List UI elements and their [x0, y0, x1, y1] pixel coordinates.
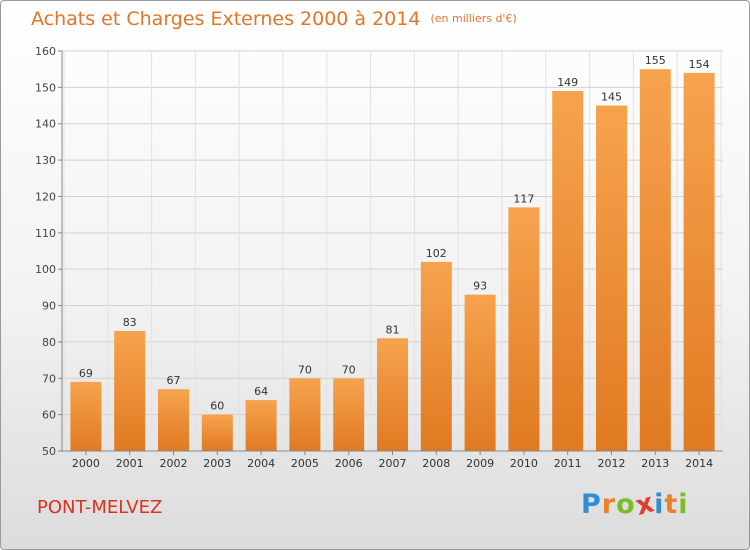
value-label-2012: 145	[601, 91, 622, 104]
y-tick-label: 70	[42, 372, 56, 385]
bar-2002	[158, 389, 189, 451]
logo-letter: o	[616, 489, 636, 520]
axes: 50 60 70 80 90 100 110 120 130 140 150 160 2000 2001 2…	[35, 45, 723, 470]
value-label-2002: 67	[167, 374, 181, 387]
bar-2012	[596, 105, 627, 451]
y-tick-label: 140	[35, 118, 56, 131]
value-label-2009: 93	[473, 280, 487, 293]
logo-letter: i	[654, 489, 665, 520]
y-tick-label: 60	[42, 409, 56, 422]
y-tick-label: 130	[35, 154, 56, 167]
y-tick-label: 80	[42, 336, 56, 349]
logo-letter: P	[581, 489, 602, 520]
value-label-2013: 155	[645, 54, 666, 67]
bar-2005	[289, 378, 321, 451]
x-tick-label-2010: 2010	[510, 457, 538, 470]
value-label-2003: 60	[210, 400, 224, 413]
x-tick-label-2009: 2009	[466, 457, 494, 470]
y-tick-label: 90	[42, 300, 56, 313]
bar-2006	[333, 378, 365, 451]
value-label-2004: 64	[254, 385, 268, 398]
bar-2014	[683, 72, 715, 452]
value-label-2000: 69	[79, 367, 93, 380]
x-tick-label-2008: 2008	[422, 457, 450, 470]
x-tick-label-2007: 2007	[379, 457, 407, 470]
bar-2011	[552, 91, 584, 451]
x-tick-label-2006: 2006	[335, 457, 363, 470]
bar-2000	[70, 381, 102, 451]
y-tick-label: 150	[35, 81, 56, 94]
y-tick-label: 160	[35, 45, 56, 58]
x-tick-label-2014: 2014	[685, 457, 713, 470]
x-tick-label-2003: 2003	[203, 457, 231, 470]
x-tick-label-2011: 2011	[554, 457, 582, 470]
chart-title: Achats et Charges Externes 2000 à 2014 (e…	[31, 8, 517, 30]
bar-2010	[508, 207, 540, 451]
bar-2008	[420, 261, 452, 451]
x-tick-label-2012: 2012	[598, 457, 626, 470]
value-label-2010: 117	[513, 192, 534, 205]
chart-unit: (en milliers d'€)	[430, 12, 517, 25]
logo-letter: t	[664, 489, 679, 520]
bars	[70, 69, 715, 452]
commune-name: PONT-MELVEZ	[37, 497, 163, 518]
y-tick-label: 100	[35, 263, 56, 276]
y-tick-label: 120	[35, 190, 56, 203]
value-label-2008: 102	[426, 247, 447, 260]
y-tick-label: 50	[42, 445, 56, 458]
bar-2001	[114, 331, 146, 451]
value-label-2011: 149	[557, 76, 578, 89]
bar-2004	[245, 400, 277, 451]
chart-title-text: Achats et Charges Externes 2000 à 2014	[31, 8, 421, 30]
proxiti-logo: Proxiti	[581, 487, 689, 522]
x-tick-label-2004: 2004	[247, 457, 275, 470]
bar-2007	[377, 338, 408, 451]
value-label-2001: 83	[123, 316, 137, 329]
y-tick-label: 110	[35, 227, 56, 240]
value-label-2007: 81	[386, 323, 400, 336]
value-label-2006: 70	[342, 363, 356, 376]
value-label-2005: 70	[298, 363, 312, 376]
bar-2003	[201, 414, 233, 451]
bar-2009	[464, 294, 496, 451]
bar-2013	[639, 69, 671, 451]
x-tick-label-2005: 2005	[291, 457, 319, 470]
value-labels: 69 83 67 60 64 70 70 81 102 93 117 149 145 155 154	[79, 54, 710, 412]
value-label-2014: 154	[689, 58, 710, 71]
x-tick-label-2002: 2002	[160, 457, 188, 470]
x-tick-label-2013: 2013	[641, 457, 669, 470]
x-tick-label-2000: 2000	[72, 457, 100, 470]
logo-letter: i	[678, 489, 689, 520]
x-tick-label-2001: 2001	[116, 457, 144, 470]
logo-letter: r	[601, 489, 617, 520]
